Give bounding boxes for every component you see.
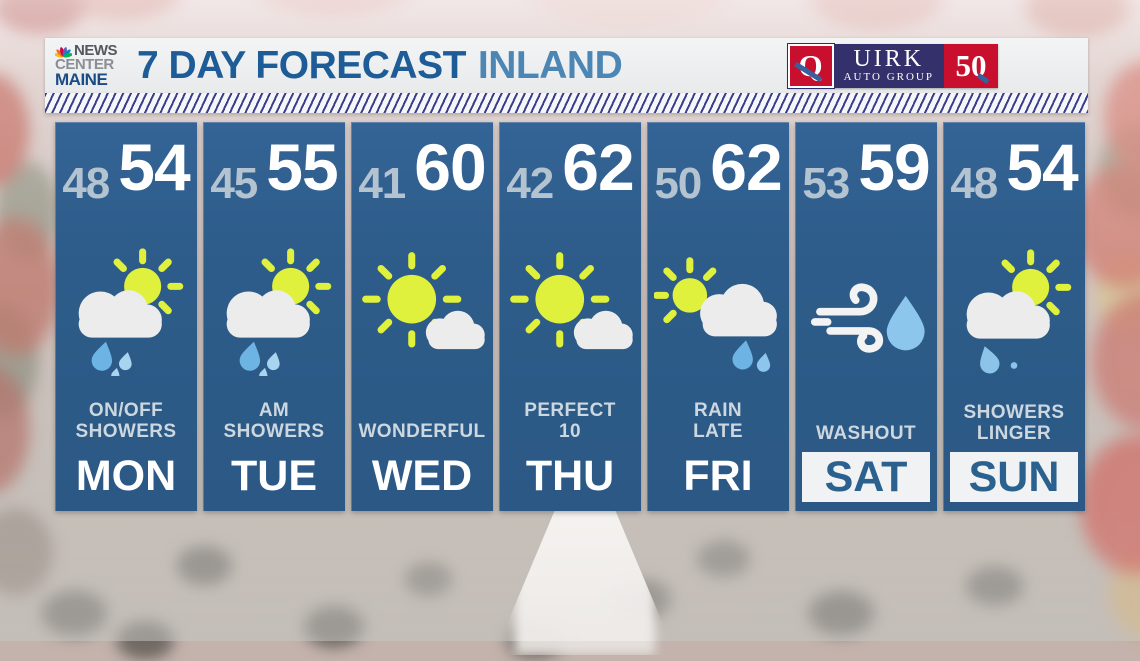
forecast-column-wed: 41 60 WONDERFUL WED xyxy=(351,122,493,511)
mostly-sunny-icon xyxy=(499,226,641,397)
forecast-column-mon: 48 54 ON/OFF SHOWERS MON xyxy=(55,122,197,511)
nbc-peacock-icon xyxy=(55,46,72,58)
sponsor-name-block: UIRK AUTO GROUP xyxy=(833,43,944,88)
sponsor-name: UIRK xyxy=(853,45,925,72)
low-temp: 42 xyxy=(506,159,554,208)
mostly-sunny-icon xyxy=(351,226,493,397)
condition-label: SHOWERS LINGER xyxy=(963,402,1065,445)
sponsor-subtitle: AUTO GROUP xyxy=(843,70,934,83)
temps: 53 59 xyxy=(795,122,937,226)
forecast-column-sat: 53 59 WASHOUT SAT xyxy=(795,122,937,511)
day-label: MON xyxy=(75,451,177,500)
sponsor-anniversary-badge: 50 xyxy=(944,43,998,88)
sun-cloud-showers-icon xyxy=(203,226,345,397)
banner-title: 7 DAY FORECAST INLAND xyxy=(137,43,623,88)
station-line-maine: MAINE xyxy=(55,69,108,89)
temps: 42 62 xyxy=(499,122,641,226)
high-temp: 59 xyxy=(858,130,930,204)
hatched-divider xyxy=(45,93,1088,113)
condition-label: WONDERFUL xyxy=(358,421,486,443)
day-label: SUN xyxy=(950,452,1078,502)
low-temp: 41 xyxy=(358,159,406,208)
temps: 50 62 xyxy=(647,122,789,226)
temps: 45 55 xyxy=(203,122,345,226)
temps: 41 60 xyxy=(351,122,493,226)
forecast-region: INLAND xyxy=(477,43,623,87)
day-label: FRI xyxy=(683,451,753,500)
sponsor-q-badge: Q xyxy=(786,42,835,89)
low-temp: 53 xyxy=(802,159,850,208)
station-line-news: NEWS xyxy=(74,41,118,59)
high-temp: 55 xyxy=(266,130,338,204)
condition-label: ON/OFF SHOWERS xyxy=(75,400,177,443)
header-banner: NEWS CENTER MAINE 7 DAY FORECAST INLAND Q… xyxy=(45,38,1088,93)
temps: 48 54 xyxy=(55,122,197,226)
forecast-row: 48 54 ON/OFF SHOWERS MON 45 55 AM SHOWER… xyxy=(55,122,1085,511)
forecast-column-fri: 50 62 RAIN LATE FRI xyxy=(647,122,789,511)
high-temp: 54 xyxy=(118,130,190,204)
station-line-center: CENTER xyxy=(55,55,114,73)
condition-label: WASHOUT xyxy=(816,423,916,445)
high-temp: 54 xyxy=(1006,130,1078,204)
low-temp: 50 xyxy=(654,159,702,208)
low-temp: 48 xyxy=(62,159,110,208)
day-label: SAT xyxy=(802,452,930,502)
forecast-column-sun: 48 54 SHOWERS LINGER SUN xyxy=(943,122,1085,511)
forecast-title: 7 DAY FORECAST xyxy=(137,43,466,87)
high-temp: 62 xyxy=(562,130,634,204)
condition-label: PERFECT 10 xyxy=(524,400,616,443)
day-label: WED xyxy=(371,451,473,500)
day-label: THU xyxy=(525,451,615,500)
temps: 48 54 xyxy=(943,122,1085,226)
windy-rain-icon xyxy=(795,226,937,399)
condition-label: AM SHOWERS xyxy=(223,400,325,443)
forecast-column-thu: 42 62 PERFECT 10 THU xyxy=(499,122,641,511)
low-temp: 48 xyxy=(950,159,998,208)
sponsor-logo: Q UIRK AUTO GROUP 50 xyxy=(786,42,998,89)
low-temp: 45 xyxy=(210,159,258,208)
sponsor-anniversary: 50 xyxy=(955,47,987,83)
high-temp: 62 xyxy=(710,130,782,204)
sun-cloud-showers-icon xyxy=(55,226,197,397)
sun-cloud-rain-icon xyxy=(647,226,789,397)
high-temp: 60 xyxy=(414,130,486,204)
sun-cloud-shower-icon xyxy=(943,226,1085,399)
day-label: TUE xyxy=(231,451,317,500)
forecast-column-tue: 45 55 AM SHOWERS TUE xyxy=(203,122,345,511)
station-logo: NEWS CENTER MAINE xyxy=(55,41,118,89)
condition-label: RAIN LATE xyxy=(693,400,743,443)
